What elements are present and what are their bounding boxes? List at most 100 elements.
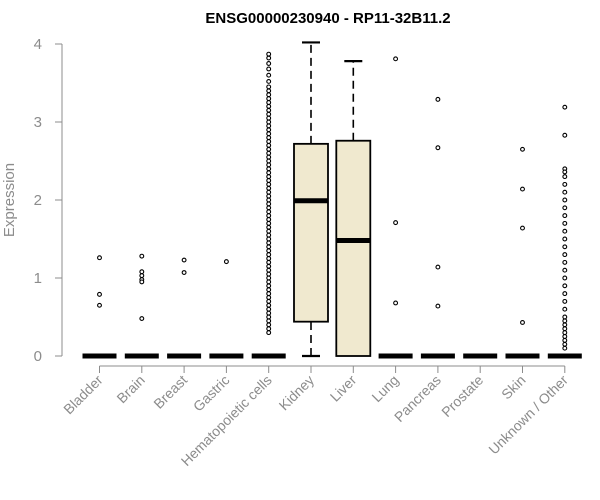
outlier-point [266,135,272,141]
outlier-point [562,291,568,297]
outlier-point [562,189,568,195]
outlier-point [562,322,568,328]
outlier-point [266,146,272,152]
outlier-point [266,107,272,113]
outlier-point [266,193,272,199]
outlier-point [266,88,272,94]
outlier-point [223,259,229,265]
outlier-point [266,248,272,254]
outlier-point [266,271,272,277]
outlier-point [266,78,272,84]
outlier-point [266,158,272,164]
outlier-point [97,302,102,308]
outlier-point [266,150,272,156]
outlier-point [266,127,272,133]
outlier-point [266,326,272,332]
outlier-point [266,275,272,281]
outlier-point [562,318,568,324]
outlier-point [562,314,568,320]
outlier-point [520,146,525,152]
outlier-point [266,61,272,66]
outlier-point [266,131,272,137]
outlier-point [562,228,568,234]
outlier-point [520,186,525,192]
x-tick-label: Prostate [438,372,486,420]
outlier-point [266,115,272,121]
box-group [209,259,244,359]
outlier-point [266,205,272,211]
outlier-point [266,283,272,289]
outlier-point [562,132,568,138]
outlier-point [266,66,272,72]
outlier-point [562,220,568,226]
outlier-point [562,298,568,304]
outlier-point [435,145,441,151]
outlier-point [562,345,568,351]
outlier-point [435,96,441,102]
y-axis-label: Expression [1,163,18,237]
outlier-point [562,244,568,250]
outlier-point [266,197,272,203]
outlier-point [266,220,272,226]
outlier-point [520,225,525,231]
outlier-point [520,320,525,325]
outlier-point [266,259,272,265]
outlier-point [266,298,272,304]
outlier-point [266,154,272,160]
outlier-point [181,257,187,263]
outlier-point [562,334,568,339]
outlier-point [266,178,272,183]
outlier-point [266,244,272,250]
outlier-point [266,240,272,246]
box-group [547,104,582,359]
outlier-point [266,287,272,293]
outlier-point [393,56,399,62]
x-tick-label: Lung [368,372,401,405]
box-group [378,56,413,359]
box-group [420,96,455,359]
outlier-point [562,252,568,258]
outlier-point [562,205,568,211]
outlier-point [266,72,272,78]
outlier-point [562,306,568,312]
outlier-point [562,236,568,242]
outlier-point [266,84,272,90]
x-tick-label: Bladder [60,372,106,418]
outlier-point [266,185,272,191]
y-tick-label: 3 [34,114,42,131]
outlier-point [266,213,272,219]
x-tick-label: Liver [327,372,360,405]
outlier-point [266,302,272,308]
outlier-point [266,96,272,102]
outlier-point [266,142,272,148]
outlier-point [266,306,272,312]
x-tick-label: Pancreas [391,372,444,425]
outlier-point [266,51,272,57]
box-body [335,139,372,357]
outlier-point [266,174,272,180]
outlier-point [266,119,272,125]
x-tick-label: Unknown / Other [485,372,571,458]
outlier-point [562,330,568,336]
outlier-point [266,123,272,129]
outlier-point [266,139,272,144]
outlier-point [139,269,145,275]
outlier-point [266,189,272,195]
x-tick-label: Breast [150,372,190,412]
box-group [293,41,329,358]
outlier-point [266,181,272,187]
outlier-point [266,100,272,105]
box-group [82,255,117,359]
box-group [124,253,159,359]
outlier-point [266,256,272,261]
outlier-point [266,318,272,324]
outlier-point [97,291,102,297]
outlier-point [181,270,187,275]
outlier-point [562,283,568,289]
x-tick-label: Kidney [276,372,318,414]
box-group [505,146,540,359]
outlier-point [562,104,568,110]
outlier-point [266,236,272,242]
outlier-point [393,220,399,226]
